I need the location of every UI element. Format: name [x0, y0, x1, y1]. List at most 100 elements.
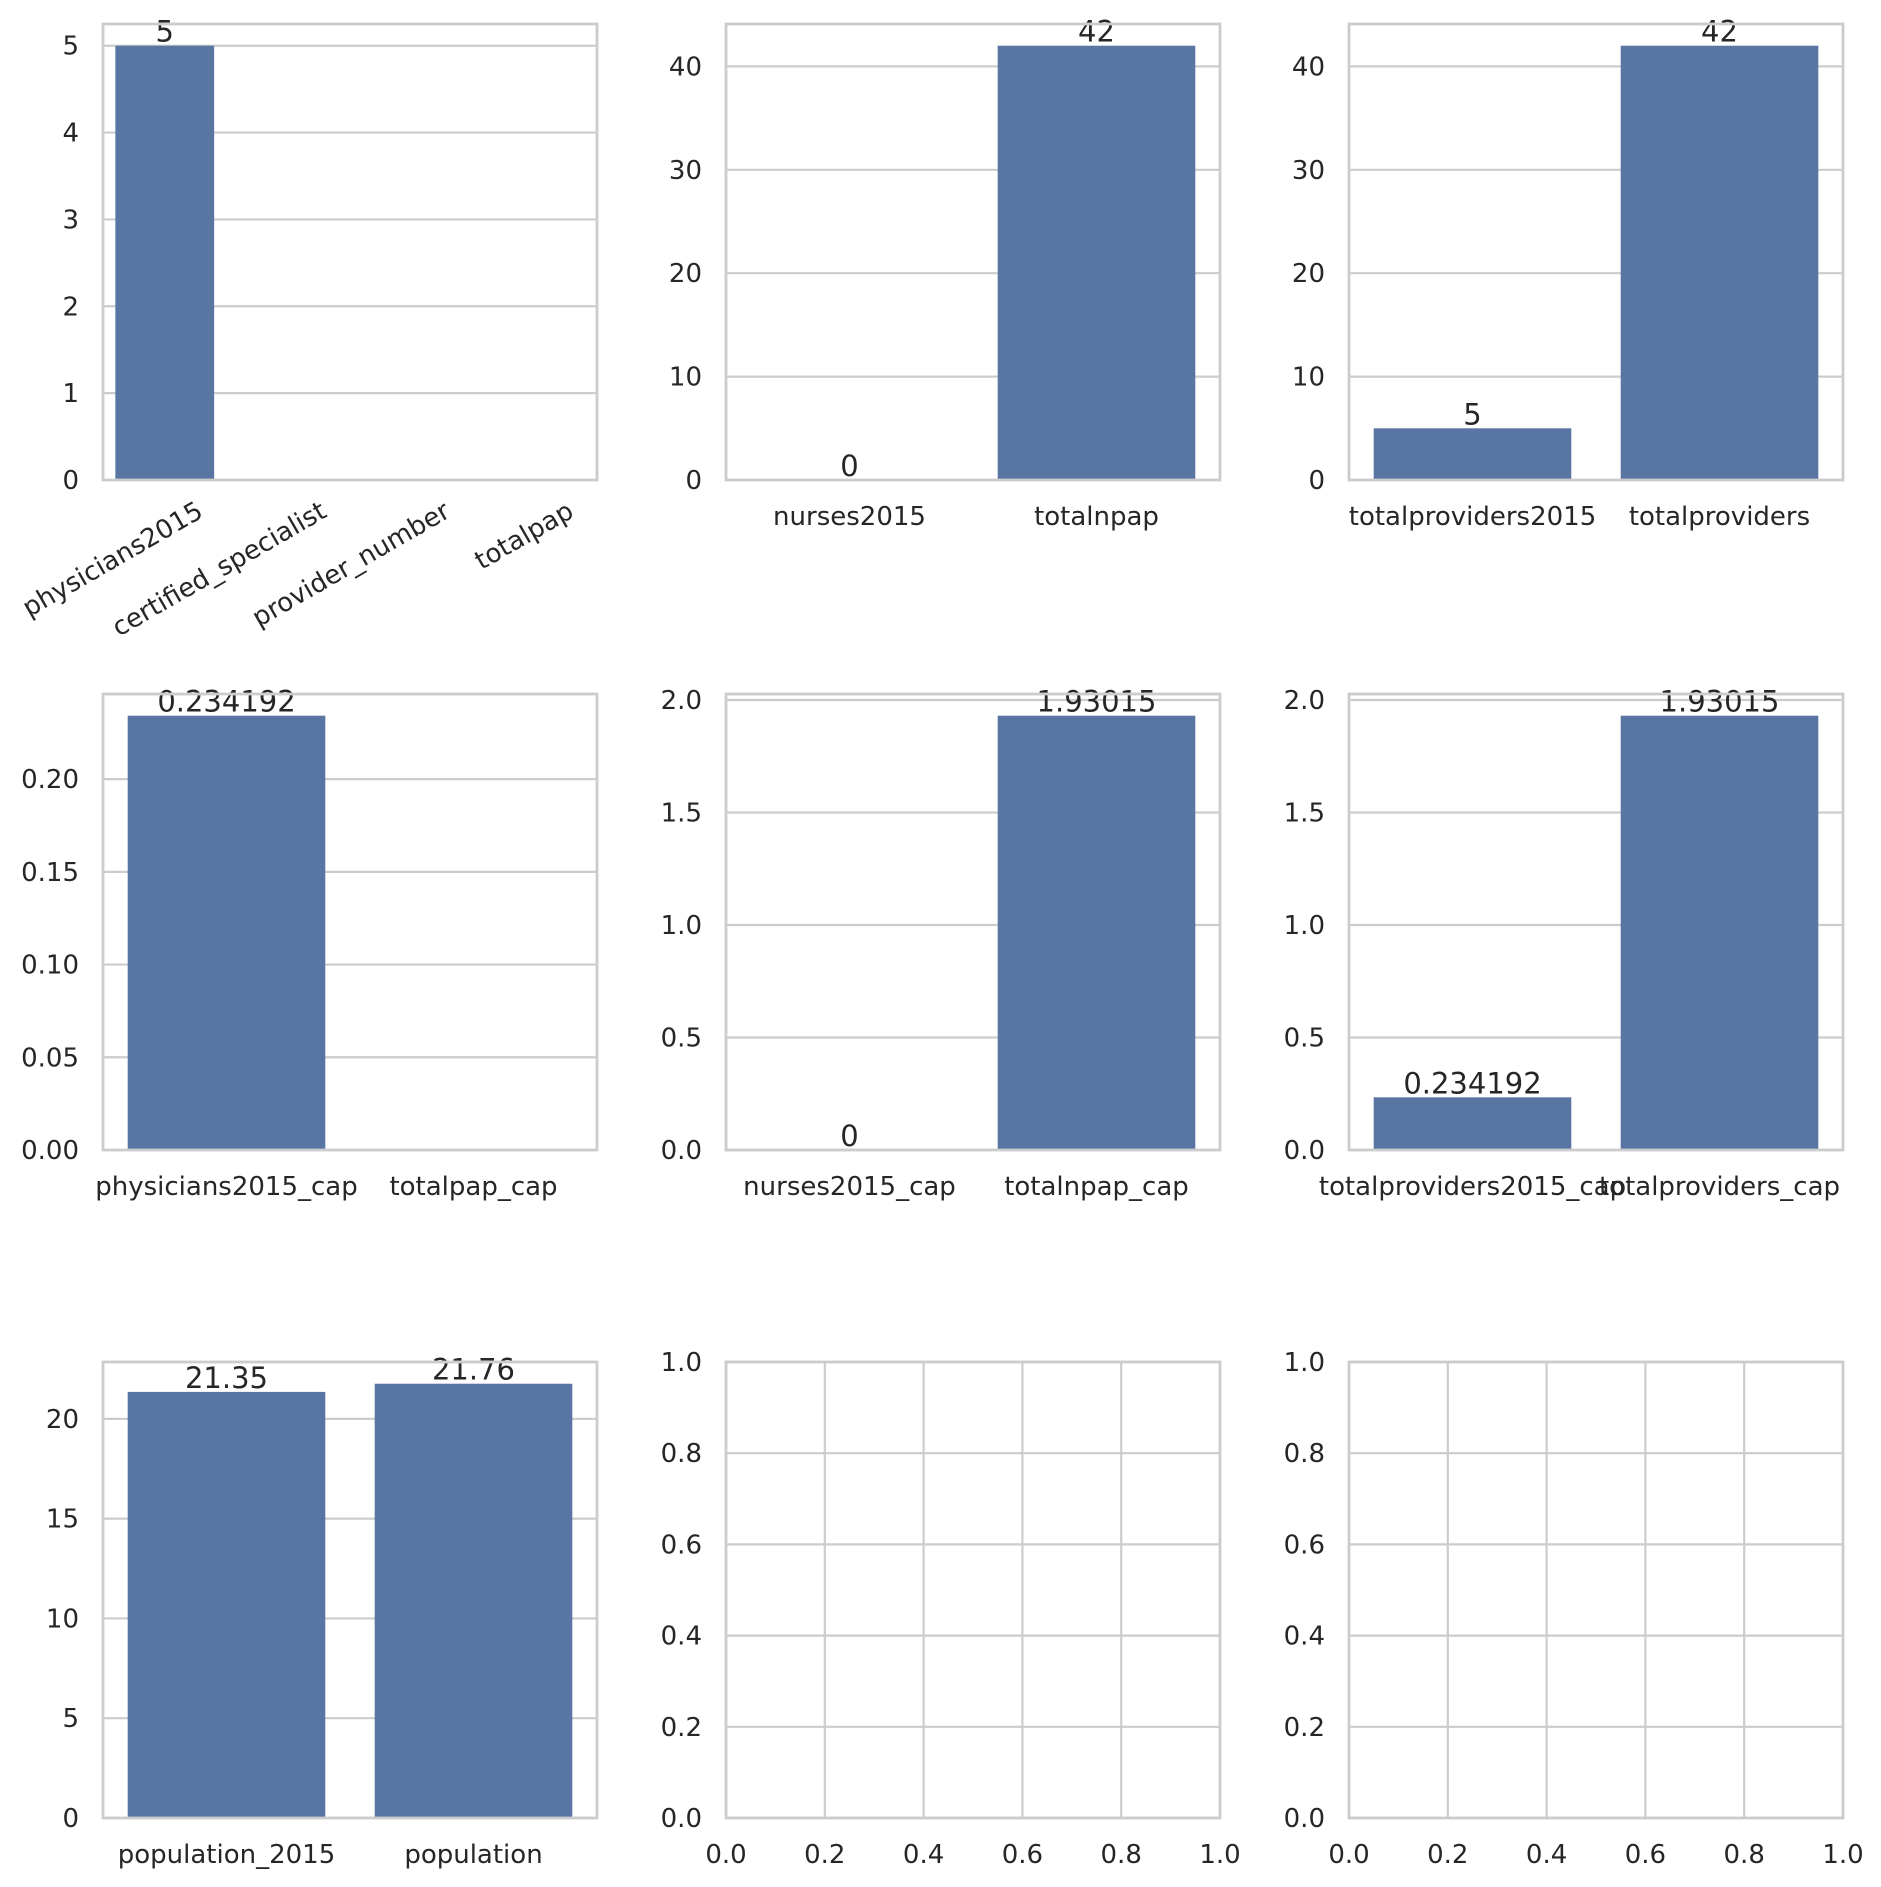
x-tick-label: 0.0 [705, 1840, 746, 1870]
axes-frame [724, 1360, 1222, 1820]
y-tick-label: 0.2 [661, 1713, 702, 1743]
y-tick-label: 0.0 [661, 1136, 702, 1166]
y-tick-label: 4 [62, 119, 79, 149]
y-tick-label: 20 [1292, 259, 1325, 289]
bar-value-label: 0.234192 [157, 685, 295, 719]
x-tick-label: totalnpap [1034, 502, 1159, 532]
y-tick-label: 1.5 [661, 799, 702, 829]
axes-frame [724, 692, 1222, 1152]
y-tick-label: 0.0 [661, 1804, 702, 1834]
y-tick-label: 1 [62, 379, 79, 409]
y-tick-label: 0.4 [661, 1622, 702, 1652]
bar-totalnpap [997, 45, 1196, 480]
x-tick-label: 0.8 [1101, 1840, 1142, 1870]
y-tick-label: 15 [46, 1505, 79, 1535]
y-tick-label: 0.2 [1284, 1713, 1325, 1743]
bar-value-label: 42 [1701, 15, 1738, 49]
y-tick-label: 20 [669, 259, 702, 289]
x-tick-label: nurses2015 [773, 502, 926, 532]
subplot-5: 0.0 0.5 1.0 1.5 2.0 0 1.93015 nurses2015_cap tot… [661, 685, 1222, 1202]
bar-value-label: 5 [156, 15, 174, 49]
y-tick-label: 40 [1292, 52, 1325, 82]
subplot-7: 0 5 10 15 20 21.35 21.76 population_2015 populat… [46, 1353, 599, 1870]
y-tick-label: 0 [62, 1804, 79, 1834]
bar-physicians2015_cap [127, 715, 326, 1150]
y-tick-label: 0.15 [21, 858, 79, 888]
bar-value-label: 1.93015 [1660, 685, 1780, 719]
y-tick-label: 0.5 [1284, 1024, 1325, 1054]
x-tick-label: 0.4 [903, 1840, 944, 1870]
x-tick-label: totalproviders2015_cap [1319, 1172, 1626, 1202]
x-tick-label: 0.6 [1625, 1840, 1666, 1870]
axes-frame [101, 22, 599, 482]
bar-value-label: 21.35 [185, 1361, 268, 1395]
bar-value-label: 5 [1463, 397, 1481, 431]
x-tick-label: population_2015 [118, 1840, 336, 1870]
y-tick-label: 1.0 [661, 1348, 702, 1378]
subplot-2: 0 10 20 30 40 0 42 nurses2015 totalnpap [669, 15, 1222, 532]
y-tick-label: 2.0 [1284, 686, 1325, 716]
x-tick-label: totalnpap_cap [1004, 1172, 1189, 1202]
x-tick-label: totalproviders [1629, 502, 1810, 532]
y-tick-label: 0.00 [21, 1136, 79, 1166]
axes-frame [1347, 692, 1845, 1152]
bar-physicians2015 [115, 45, 215, 480]
bar-value-label: 21.76 [432, 1353, 515, 1387]
y-tick-label: 20 [46, 1405, 79, 1435]
axes-frame [1347, 22, 1845, 482]
axes-frame [101, 692, 599, 1152]
subplot-9: 0.0 0.2 0.4 0.6 0.8 1.0 0.0 0.2 0.4 0.6 0.8 1.0 [1284, 1348, 1864, 1870]
y-tick-label: 0.0 [1284, 1136, 1325, 1166]
x-tick-label: 0.0 [1328, 1840, 1369, 1870]
axes-frame [724, 22, 1222, 482]
y-tick-label: 0.5 [661, 1024, 702, 1054]
x-tick-label: 1.0 [1822, 1840, 1863, 1870]
x-tick-label: physicians2015_cap [95, 1172, 358, 1202]
subplot-6: 0.0 0.5 1.0 1.5 2.0 0.234192 1.93015 totalprovi… [1284, 685, 1845, 1202]
x-tick-label: population [404, 1840, 542, 1870]
x-tick-label: 0.2 [1427, 1840, 1468, 1870]
axes-frame [101, 1360, 599, 1820]
x-tick-label: provider_number [247, 496, 455, 634]
bar-totalproviders2015_cap [1373, 1097, 1572, 1150]
y-tick-label: 0.8 [661, 1439, 702, 1469]
y-tick-label: 0.0 [1284, 1804, 1325, 1834]
y-tick-label: 10 [1292, 363, 1325, 393]
y-tick-label: 30 [669, 156, 702, 186]
subplot-8: 0.0 0.2 0.4 0.6 0.8 1.0 0.0 0.2 0.4 0.6 0.8 1.0 [661, 1348, 1241, 1870]
y-tick-label: 0.8 [1284, 1439, 1325, 1469]
y-tick-label: 0.6 [661, 1530, 702, 1560]
y-tick-label: 1.5 [1284, 799, 1325, 829]
x-tick-label: certified_specialist [107, 496, 332, 643]
y-tick-label: 3 [62, 205, 79, 235]
y-tick-label: 0 [685, 466, 702, 496]
x-tick-label: nurses2015_cap [743, 1172, 956, 1202]
y-tick-label: 0 [1308, 466, 1325, 496]
y-tick-label: 0.10 [21, 951, 79, 981]
y-tick-label: 5 [62, 32, 79, 62]
bar-totalproviders_cap [1620, 715, 1819, 1150]
y-tick-label: 0.6 [1284, 1530, 1325, 1560]
x-tick-label: 0.8 [1724, 1840, 1765, 1870]
bar-value-label: 1.93015 [1037, 685, 1157, 719]
bar-totalproviders2015 [1373, 428, 1572, 480]
y-tick-label: 1.0 [1284, 911, 1325, 941]
y-tick-label: 0.05 [21, 1043, 79, 1073]
bar-value-label: 0 [840, 1119, 858, 1153]
x-tick-label: 0.2 [804, 1840, 845, 1870]
bar-value-label: 0.234192 [1403, 1066, 1541, 1100]
y-tick-label: 2 [62, 292, 79, 322]
y-tick-label: 0.20 [21, 765, 79, 795]
y-tick-label: 30 [1292, 156, 1325, 186]
x-tick-label: totalproviders_cap [1599, 1172, 1840, 1202]
y-tick-label: 0.4 [1284, 1622, 1325, 1652]
bar-totalproviders [1620, 45, 1819, 480]
x-tick-label: 0.6 [1002, 1840, 1043, 1870]
y-tick-label: 1.0 [661, 911, 702, 941]
axes-frame [1347, 1360, 1845, 1820]
y-tick-label: 10 [669, 363, 702, 393]
bar-totalnpap_cap [997, 715, 1196, 1150]
x-tick-label: totalpap [470, 496, 579, 576]
subplot-4: 0.00 0.05 0.10 0.15 0.20 0.234192 physicians20… [21, 685, 599, 1202]
